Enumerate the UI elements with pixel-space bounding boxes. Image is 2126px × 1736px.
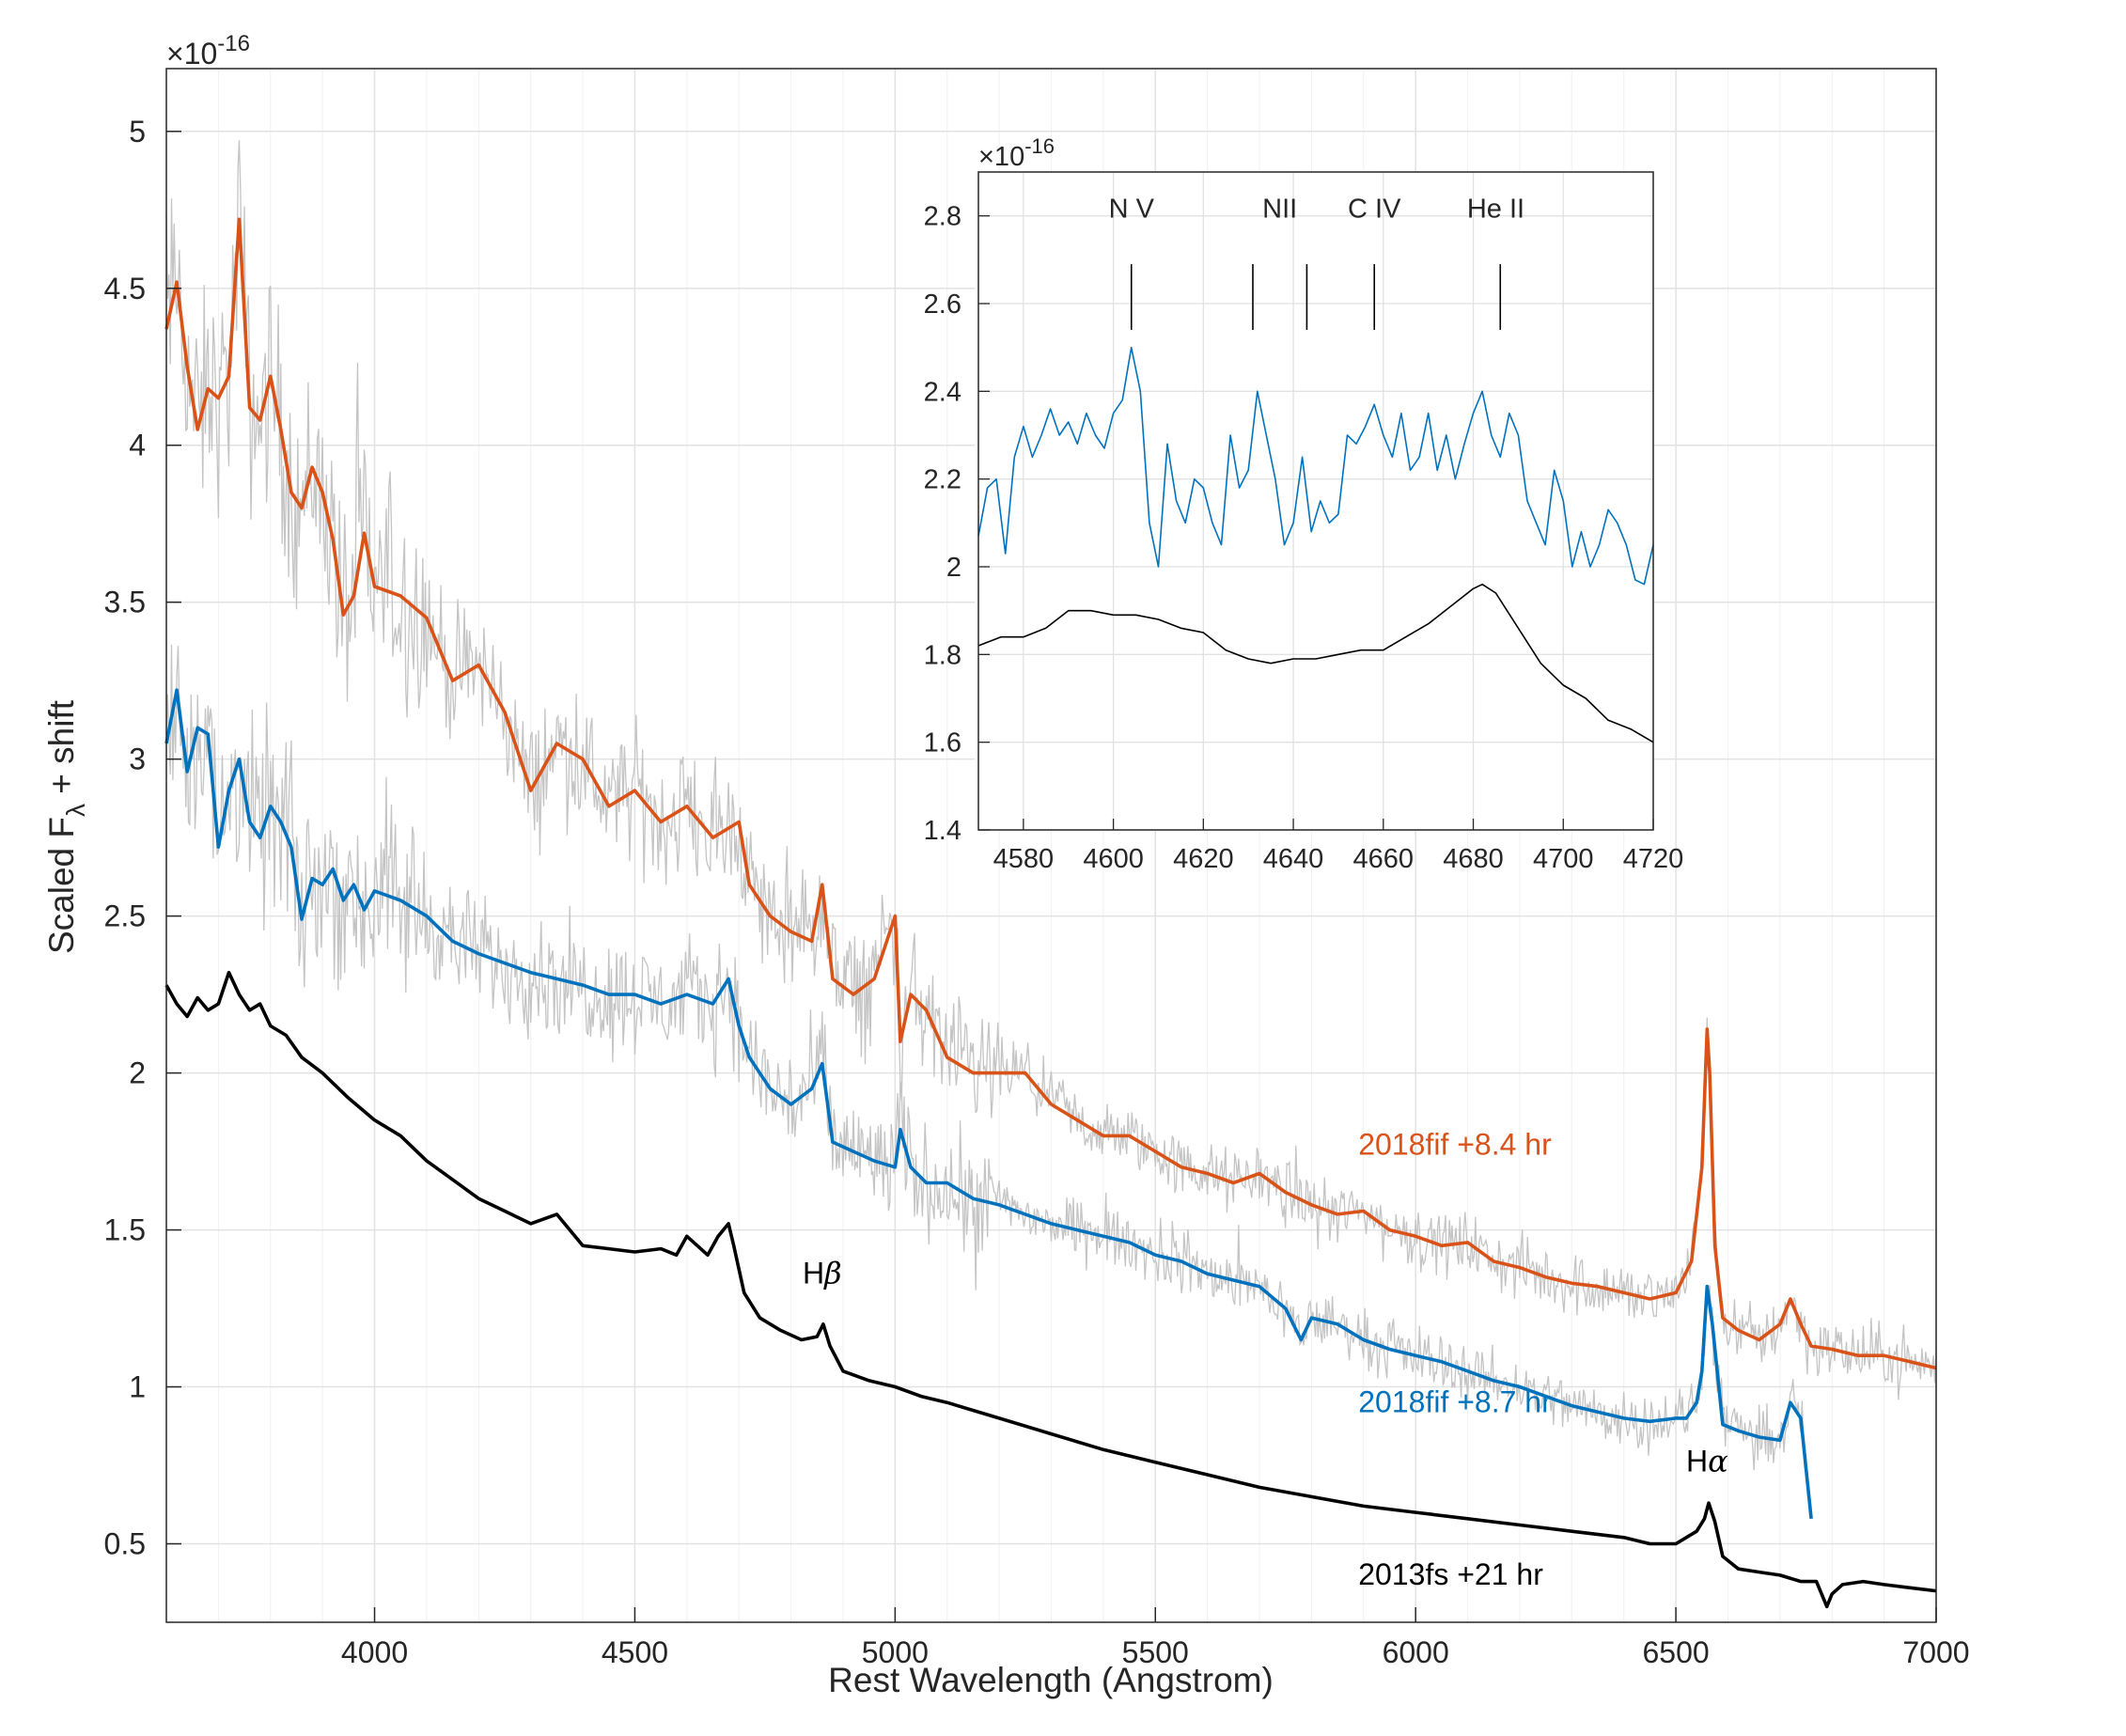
y-tick-label: 1: [129, 1370, 146, 1404]
inset-ticks: 4580 4600 4620 4640 4660 4680 4700 4720 1.4 1.6 1.…: [924, 202, 1684, 874]
y-axis-title: Scaled Fλ + shift: [42, 699, 90, 954]
inset-x-tick-label: 4700: [1533, 844, 1594, 874]
inset-line-marker-label: He II: [1467, 195, 1524, 225]
inset-x-tick-label: 4660: [1353, 844, 1415, 874]
x-axis-title: Rest Wavelength (Angstrom): [828, 1661, 1274, 1699]
x-tick-label: 7000: [1902, 1635, 1969, 1669]
main-series-group: [164, 140, 1937, 1609]
series-labels: 2018fif +8.4 hr 2018fif +8.7 hr 2013fs +21…: [1358, 1127, 1552, 1590]
annotation-greek: α: [1708, 1444, 1728, 1479]
annotation-base: H: [803, 1256, 824, 1290]
series-line-1: [164, 688, 1813, 1519]
inset-exponent-label: ×10-16: [978, 134, 1055, 172]
x-tick-label: 4000: [341, 1635, 408, 1669]
series-label-0: 2018fif +8.4 hr: [1358, 1127, 1552, 1161]
x-tick-label: 5000: [862, 1635, 929, 1669]
series-label-2: 2013fs +21 hr: [1358, 1557, 1543, 1591]
inset-line-marker-label: N V: [1109, 195, 1155, 225]
y-tick-label: 5: [129, 115, 146, 149]
x-tick-label: 6500: [1642, 1635, 1709, 1669]
inset-series-group: [977, 346, 1654, 743]
inset-x-tick-label: 4580: [993, 844, 1055, 874]
y-tick-label: 1.5: [104, 1213, 146, 1247]
inset-y-tick-label: 1.6: [924, 728, 961, 759]
main-axes-frame: [165, 68, 1937, 1623]
y-tick-label: 4.5: [104, 272, 146, 305]
y-tick-label: 4: [129, 429, 146, 462]
inset-y-tick-label: 2: [946, 553, 961, 583]
x-tick-label: 5500: [1122, 1635, 1189, 1669]
inset-x-tick-label: 4620: [1173, 844, 1234, 874]
inset-x-tick-label: 4720: [1623, 844, 1684, 874]
annotation-1: Hα: [1686, 1444, 1728, 1479]
y-tick-label: 2.5: [104, 899, 146, 933]
x-tick-label: 4500: [602, 1635, 668, 1669]
inset-y-tick-label: 1.4: [924, 816, 961, 846]
y-tick-label: 3.5: [104, 586, 146, 619]
main-exponent-label: ×10-16: [166, 31, 250, 70]
inset-background: [975, 172, 1653, 830]
inset-axes-frame: [977, 171, 1654, 831]
inset-series-line-0: [977, 346, 1654, 586]
inset-y-tick-label: 1.8: [924, 640, 961, 670]
y-tick-label: 2: [129, 1056, 146, 1090]
x-tick-label: 6000: [1383, 1635, 1449, 1669]
series-line-2: [164, 970, 1937, 1609]
inset-y-tick-label: 2.2: [924, 465, 961, 495]
inset-x-tick-label: 4640: [1263, 844, 1324, 874]
annotation-0: Hβ: [803, 1255, 842, 1290]
raw-spectrum-1: [165, 644, 1812, 1508]
raw-spectrum-0: [165, 140, 1937, 1400]
series-label-1: 2018fif +8.7 hr: [1358, 1384, 1552, 1418]
inset-line-marker-label: NII: [1262, 195, 1297, 225]
y-tick-label: 3: [129, 743, 146, 776]
annotation-base: H: [1686, 1445, 1708, 1478]
inset-y-tick-label: 2.8: [924, 202, 961, 232]
inset-x-tick-label: 4680: [1443, 844, 1504, 874]
inset-line-markers: N V NII C IV He II: [1109, 195, 1524, 330]
inset-x-tick-label: 4600: [1083, 844, 1144, 874]
series-line-0: [164, 217, 1937, 1370]
inset-series-line-1: [977, 583, 1654, 743]
main-ticks: 4000 4500 5000 5500 6000 6500 7000 0.5 1 1.5 2 2.5 3…: [104, 115, 1970, 1669]
inset-line-marker-label: C IV: [1348, 195, 1401, 225]
annotation-greek: β: [823, 1255, 842, 1290]
y-tick-label: 0.5: [104, 1527, 146, 1561]
inset-y-tick-label: 2.6: [924, 289, 961, 320]
inset-y-tick-label: 2.4: [924, 377, 961, 407]
